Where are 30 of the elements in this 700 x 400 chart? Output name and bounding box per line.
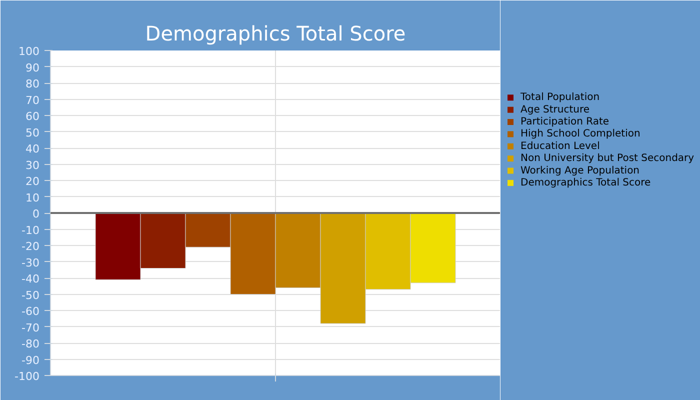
y-tick-label: -30	[22, 256, 40, 270]
y-tick-label: 0	[32, 208, 40, 220]
legend-label: Education Level	[520, 140, 600, 152]
legend-label: Age Structure	[520, 104, 590, 116]
y-tick-label: 60	[26, 110, 40, 123]
y-tick-label: 40	[26, 142, 40, 156]
y-tick-label: 30	[26, 158, 40, 172]
legend-label: Participation Rate	[520, 116, 610, 128]
y-tick-label: -50	[22, 288, 40, 302]
y-tick-label: -40	[22, 272, 40, 286]
y-tick-label: 50	[26, 126, 40, 140]
y-tick-label: 70	[26, 94, 40, 107]
y-tick-label: -60	[22, 305, 40, 318]
y-tick-label: 90	[26, 61, 40, 74]
y-tick-label: 80	[26, 78, 40, 90]
y-tick-label: -100	[14, 370, 40, 383]
chart-title: Demographics Total Score	[145, 22, 406, 46]
y-tick-label: -90	[22, 354, 40, 367]
legend-label: Demographics Total Score	[520, 177, 651, 188]
y-tick-label: 20	[26, 175, 40, 188]
y-tick-label: -80	[22, 338, 40, 350]
legend-label: Non University but Post Secondary	[520, 153, 694, 164]
legend-label: Total Population	[520, 92, 600, 104]
y-tick-label: 100	[18, 45, 40, 58]
y-tick-label: 10	[26, 191, 40, 204]
legend-label: Working Age Population	[520, 165, 640, 176]
y-tick-label: -10	[22, 224, 40, 237]
y-tick-label: -20	[22, 240, 40, 253]
y-tick-label: -70	[22, 321, 40, 334]
legend-label: High School Completion	[520, 128, 640, 140]
